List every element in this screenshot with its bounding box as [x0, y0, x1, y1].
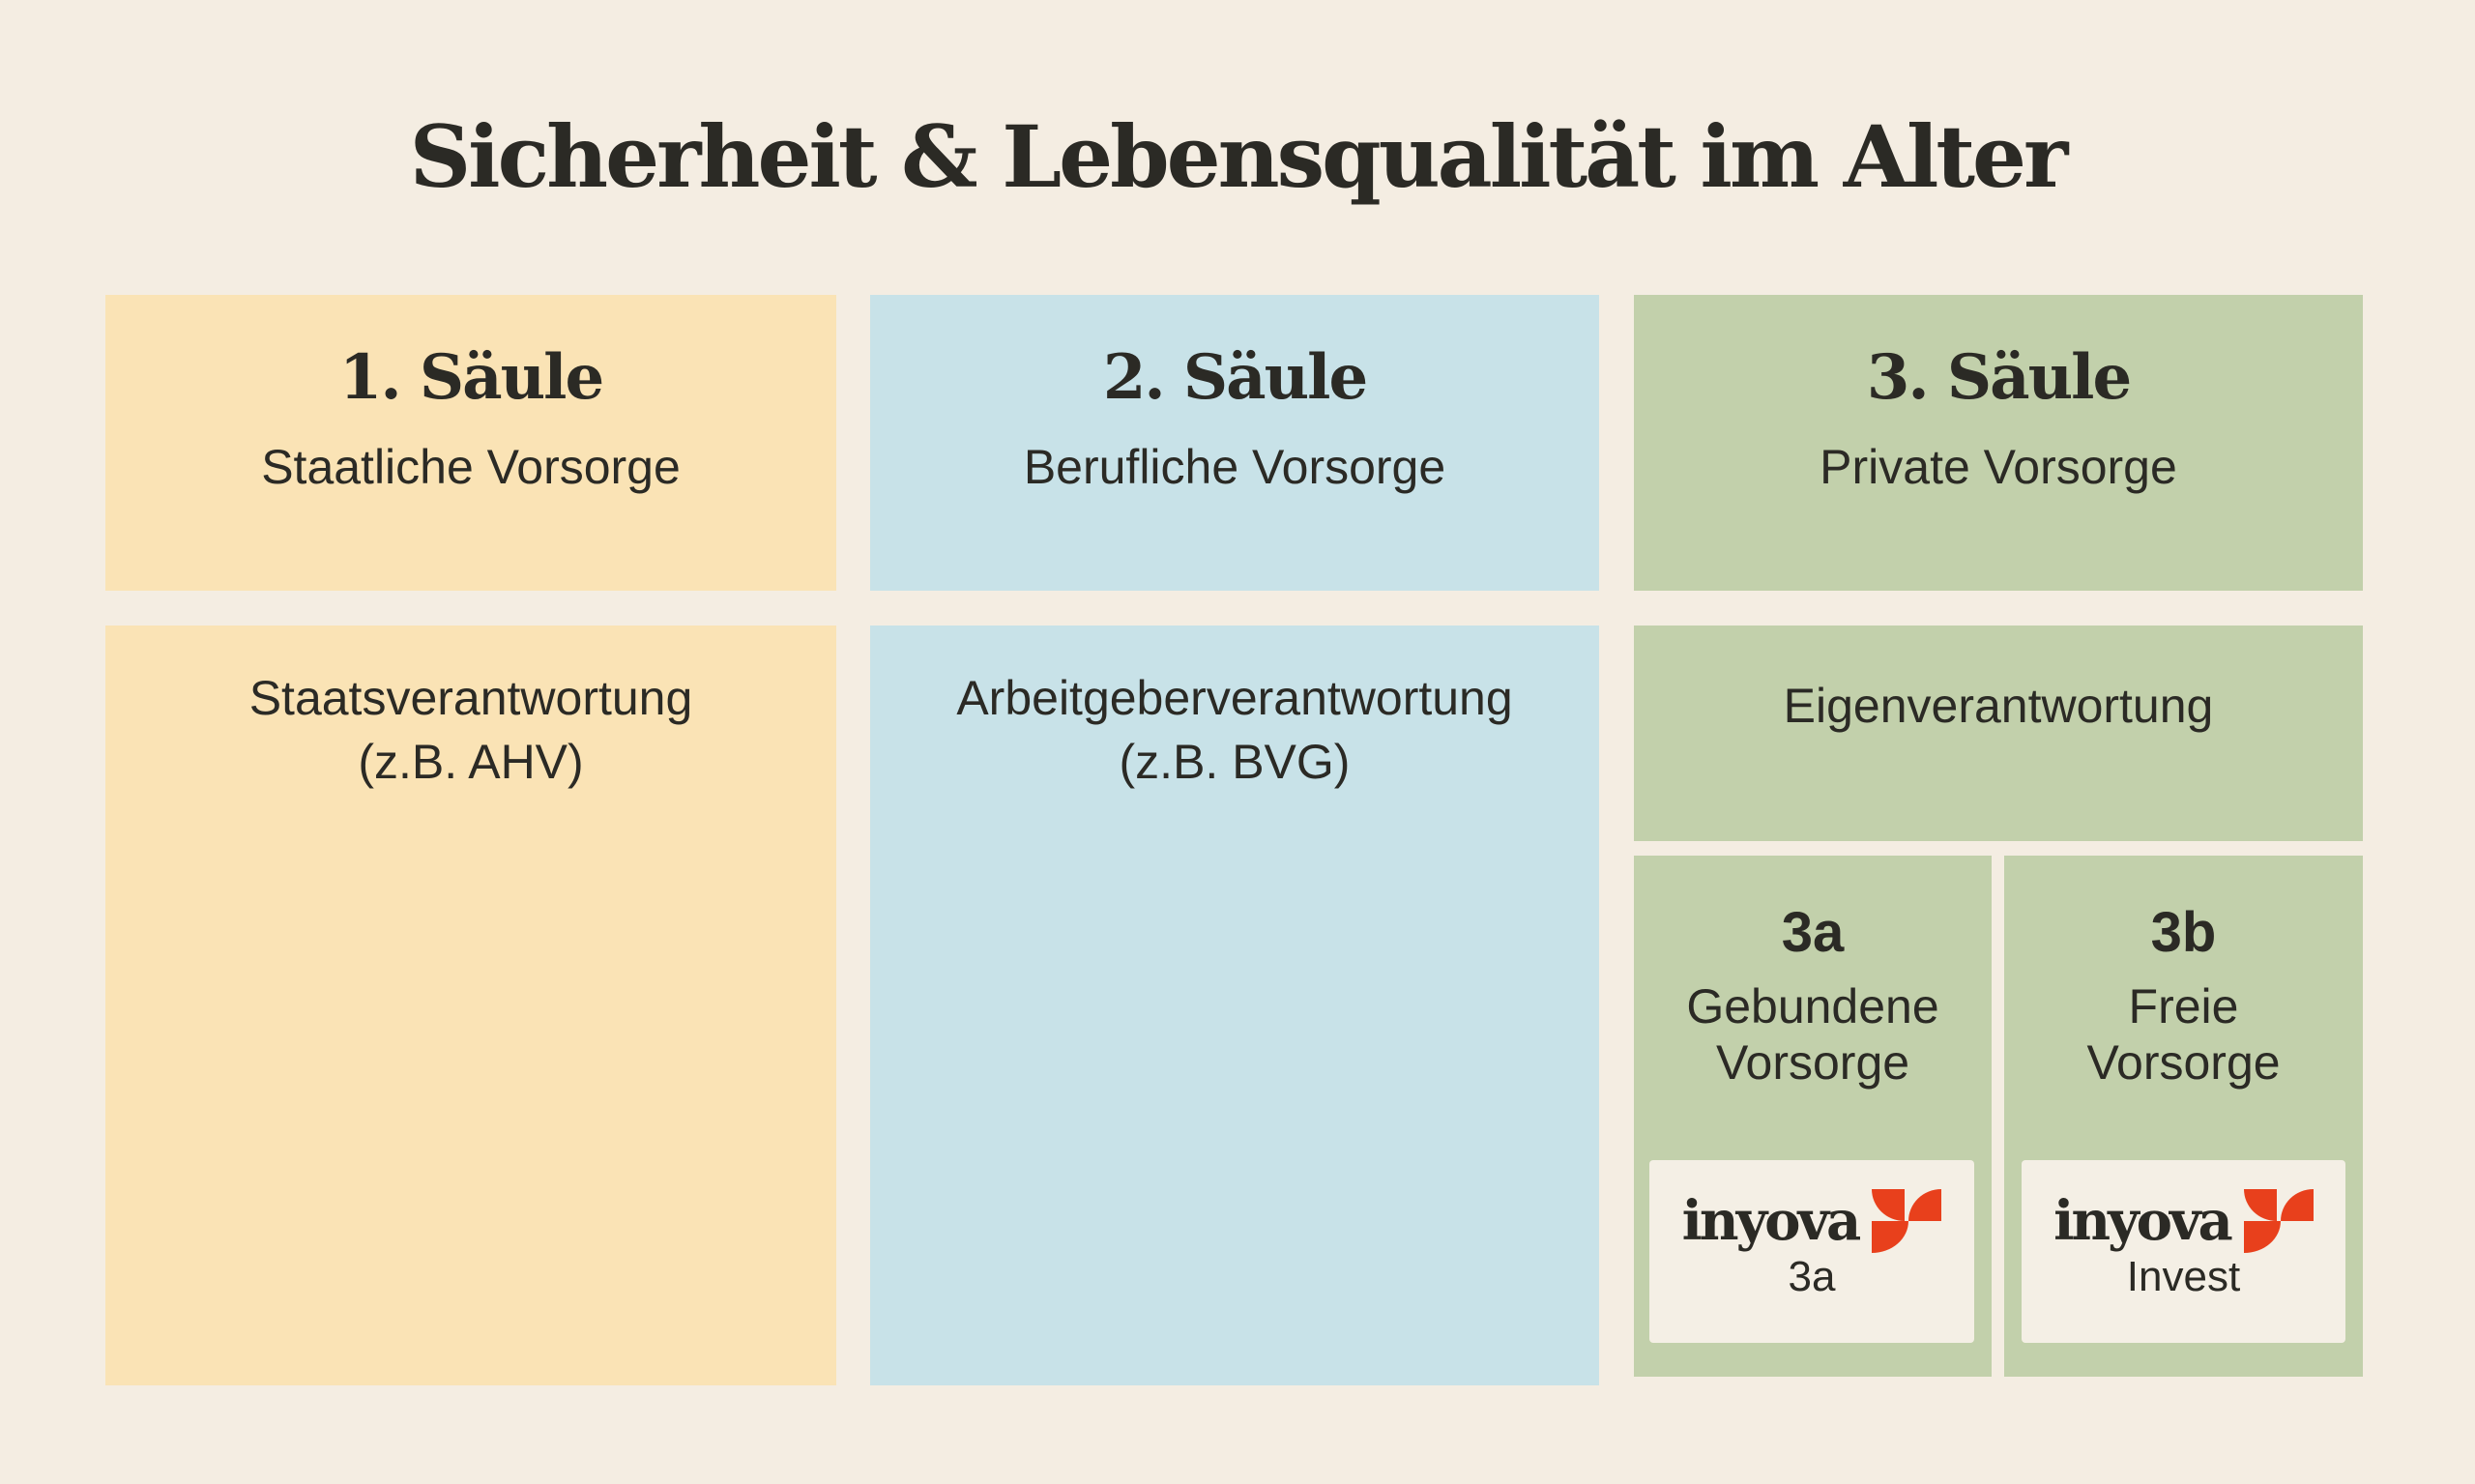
- pillar-3-heading: 3. Säule: [1866, 341, 2132, 414]
- pillar-1-header: 1. Säule Staatliche Vorsorge: [105, 295, 836, 591]
- pillar-2-body: Arbeitgeberverantwortung (z.B. BVG): [870, 626, 1599, 1385]
- inyova-3a-product: 3a: [1788, 1253, 1836, 1300]
- pillar-3a-line2: Vorsorge: [1715, 1035, 1910, 1090]
- pillar-3b-line1: Freie: [2128, 979, 2239, 1033]
- pillar-1-heading: 1. Säule: [338, 341, 604, 414]
- pillar-3-header: 3. Säule Private Vorsorge: [1634, 295, 2363, 591]
- pillar-3a-code: 3a: [1781, 901, 1845, 964]
- pillar-1-responsibility: Staatsverantwortung: [248, 671, 693, 725]
- inyova-brand: inyova: [2053, 1189, 2233, 1253]
- inyova-brand: inyova: [1681, 1189, 1862, 1253]
- inyova-leaf-logo-icon: [1872, 1189, 1942, 1253]
- pillar-1-example: (z.B. AHV): [358, 735, 584, 789]
- pillar-3b-code: 3b: [2150, 901, 2217, 964]
- page-title: Sicherheit & Lebensqualität im Alter: [409, 106, 2069, 207]
- pillar-3-subtitle: Private Vorsorge: [1820, 440, 2177, 494]
- pillar-2-header: 2. Säule Berufliche Vorsorge: [870, 295, 1599, 591]
- pillar-1-body: Staatsverantwortung (z.B. AHV): [105, 626, 836, 1385]
- pillar-3a-line1: Gebundene: [1686, 979, 1939, 1033]
- inyova-invest-card[interactable]: inyova Invest: [2022, 1160, 2345, 1343]
- pillar-1-subtitle: Staatliche Vorsorge: [261, 440, 681, 494]
- pillar-2-heading: 2. Säule: [1102, 341, 1368, 414]
- pillar-3b-line2: Vorsorge: [2086, 1035, 2281, 1090]
- pillar-3-responsibility: Eigenverantwortung: [1783, 679, 2214, 733]
- pillar-3-body: Eigenverantwortung: [1634, 626, 2363, 841]
- pillar-2-responsibility: Arbeitgeberverantwortung: [956, 671, 1513, 725]
- inyova-invest-product: Invest: [2126, 1253, 2241, 1300]
- inyova-leaf-logo-icon: [2243, 1189, 2314, 1253]
- inyova-3a-card[interactable]: inyova 3a: [1649, 1160, 1974, 1343]
- pillar-2-example: (z.B. BVG): [1119, 735, 1351, 789]
- pillar-2-subtitle: Berufliche Vorsorge: [1023, 440, 1446, 494]
